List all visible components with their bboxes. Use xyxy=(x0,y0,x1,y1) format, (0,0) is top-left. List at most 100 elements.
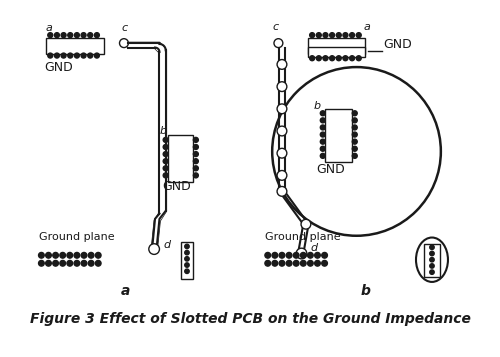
Text: Ground plane: Ground plane xyxy=(38,232,115,242)
Circle shape xyxy=(320,125,326,130)
Text: c: c xyxy=(122,23,128,33)
Circle shape xyxy=(277,60,287,69)
Circle shape xyxy=(38,261,44,266)
Circle shape xyxy=(277,186,287,196)
Circle shape xyxy=(74,32,80,37)
Circle shape xyxy=(88,53,92,58)
Circle shape xyxy=(320,139,326,144)
Circle shape xyxy=(320,146,326,151)
Circle shape xyxy=(277,82,287,91)
Text: GND: GND xyxy=(316,163,346,176)
Text: d: d xyxy=(163,240,170,250)
Bar xyxy=(308,38,366,54)
Circle shape xyxy=(277,126,287,136)
Circle shape xyxy=(320,154,326,159)
Circle shape xyxy=(286,261,292,266)
Text: b: b xyxy=(360,284,370,298)
Text: b: b xyxy=(314,101,321,111)
Circle shape xyxy=(38,252,44,258)
Circle shape xyxy=(194,173,198,178)
Circle shape xyxy=(74,53,80,58)
Circle shape xyxy=(194,152,198,157)
Circle shape xyxy=(356,56,361,61)
Bar xyxy=(181,242,193,279)
Circle shape xyxy=(310,56,314,61)
Text: c: c xyxy=(272,22,278,32)
Circle shape xyxy=(149,244,160,255)
Polygon shape xyxy=(128,43,166,246)
Circle shape xyxy=(277,171,287,180)
Circle shape xyxy=(54,53,60,58)
Circle shape xyxy=(265,261,270,266)
Circle shape xyxy=(53,252,59,258)
Circle shape xyxy=(323,56,328,61)
Circle shape xyxy=(296,248,307,259)
Circle shape xyxy=(286,252,292,258)
Circle shape xyxy=(310,32,314,37)
Circle shape xyxy=(279,261,285,266)
Circle shape xyxy=(320,111,326,116)
Bar xyxy=(424,244,440,277)
Text: a: a xyxy=(121,284,130,298)
Circle shape xyxy=(53,261,59,266)
Circle shape xyxy=(350,32,354,37)
Circle shape xyxy=(277,104,287,114)
Circle shape xyxy=(163,173,168,178)
Circle shape xyxy=(314,261,320,266)
Text: a: a xyxy=(364,22,370,32)
Circle shape xyxy=(330,32,334,37)
Circle shape xyxy=(194,137,198,142)
Circle shape xyxy=(185,244,189,248)
Circle shape xyxy=(67,261,72,266)
Circle shape xyxy=(194,145,198,150)
Circle shape xyxy=(272,252,278,258)
Bar xyxy=(308,47,366,57)
Circle shape xyxy=(81,252,87,258)
Circle shape xyxy=(356,32,361,37)
Circle shape xyxy=(323,32,328,37)
Circle shape xyxy=(194,159,198,164)
Circle shape xyxy=(96,252,101,258)
Circle shape xyxy=(320,118,326,123)
Circle shape xyxy=(336,56,342,61)
Circle shape xyxy=(265,252,270,258)
Circle shape xyxy=(352,146,357,151)
Circle shape xyxy=(46,261,52,266)
Circle shape xyxy=(352,125,357,130)
Circle shape xyxy=(279,252,285,258)
Circle shape xyxy=(352,139,357,144)
Circle shape xyxy=(322,261,328,266)
Circle shape xyxy=(185,250,189,255)
Text: a: a xyxy=(46,23,52,33)
Circle shape xyxy=(352,118,357,123)
Circle shape xyxy=(300,252,306,258)
Circle shape xyxy=(430,270,434,275)
Circle shape xyxy=(185,263,189,267)
Circle shape xyxy=(88,252,94,258)
Circle shape xyxy=(94,53,100,58)
Circle shape xyxy=(48,53,53,58)
Text: GND: GND xyxy=(383,39,412,51)
Text: b: b xyxy=(160,126,166,136)
Circle shape xyxy=(60,252,66,258)
Text: Figure 3 Effect of Slotted PCB on the Ground Impedance: Figure 3 Effect of Slotted PCB on the Gr… xyxy=(30,312,470,326)
Circle shape xyxy=(81,261,87,266)
Circle shape xyxy=(430,245,434,250)
Bar xyxy=(168,135,193,182)
Circle shape xyxy=(314,252,320,258)
Circle shape xyxy=(68,53,72,58)
Text: GND: GND xyxy=(162,181,191,193)
Circle shape xyxy=(277,148,287,158)
Circle shape xyxy=(96,261,101,266)
Circle shape xyxy=(430,257,434,262)
Circle shape xyxy=(352,111,357,116)
Circle shape xyxy=(430,251,434,256)
Circle shape xyxy=(61,53,66,58)
Circle shape xyxy=(185,269,189,273)
Circle shape xyxy=(316,32,322,37)
Circle shape xyxy=(274,39,283,47)
Bar xyxy=(46,38,104,54)
Circle shape xyxy=(316,56,322,61)
Circle shape xyxy=(60,261,66,266)
Circle shape xyxy=(330,56,334,61)
